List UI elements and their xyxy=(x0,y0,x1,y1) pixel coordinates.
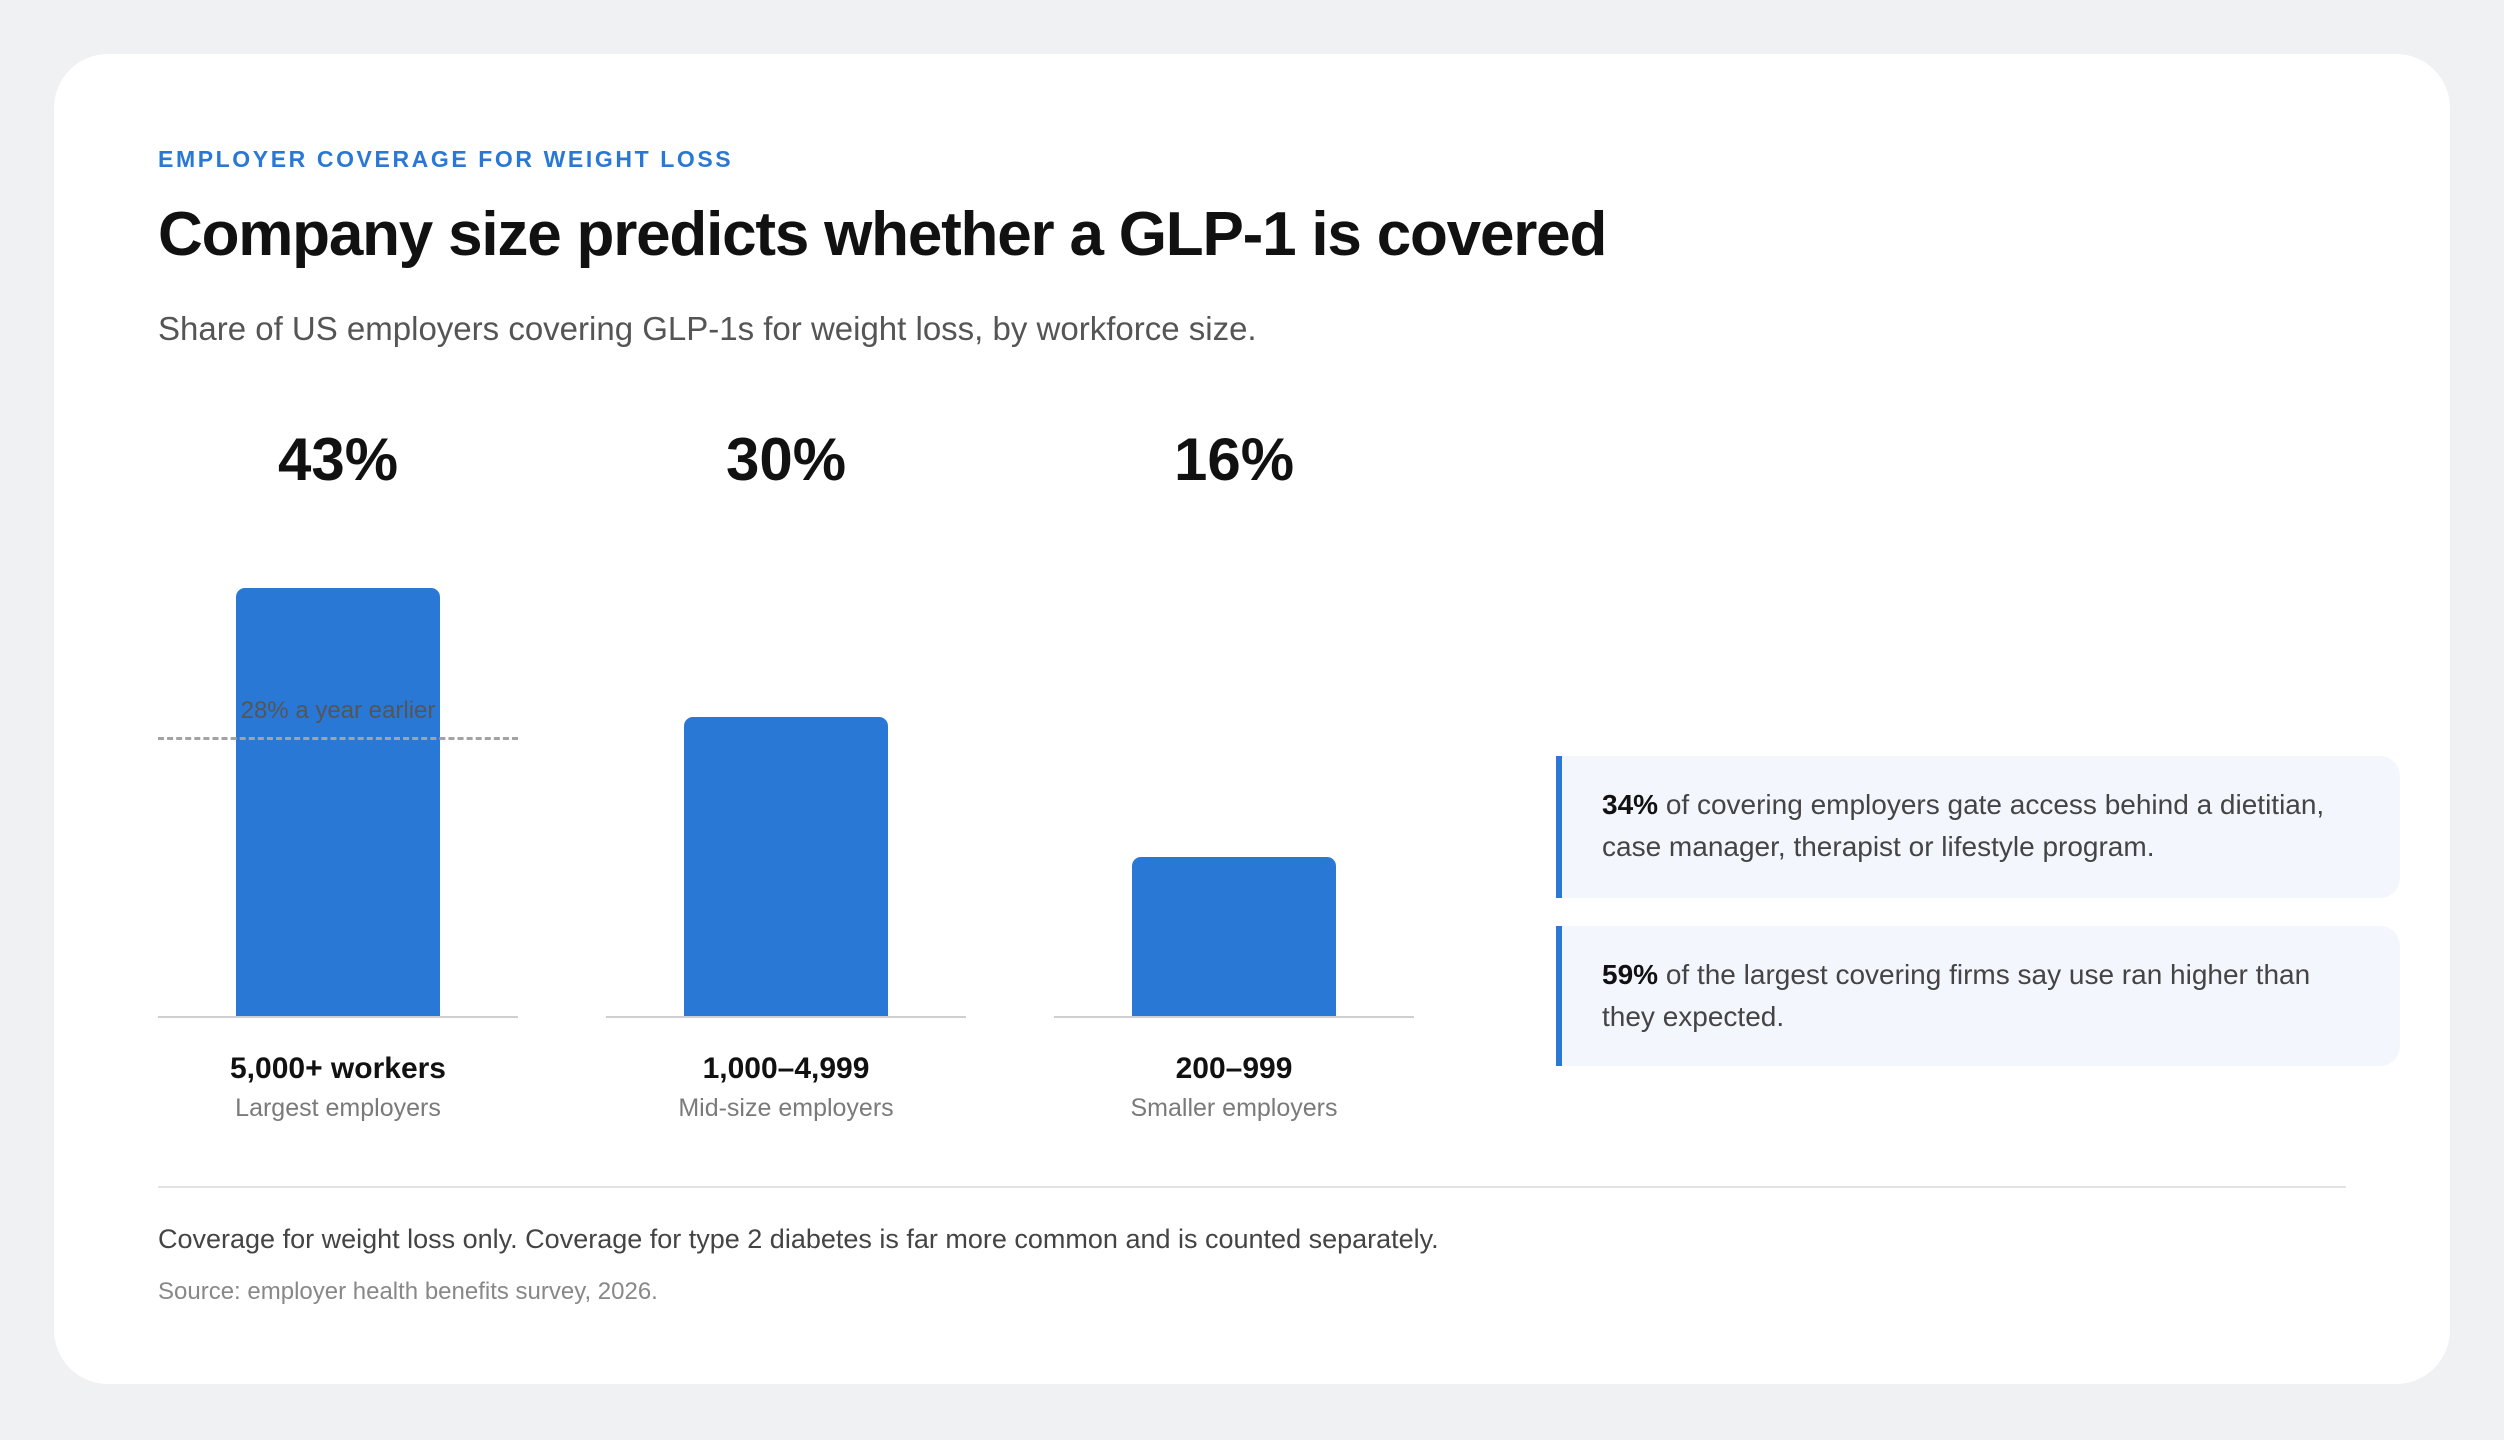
bar-baseline xyxy=(158,1016,518,1018)
callout-stat: 59% xyxy=(1602,959,1659,990)
category-label: 1,000–4,999 xyxy=(702,1052,870,1085)
category-sublabel: Largest employers xyxy=(235,1094,441,1122)
reference-line xyxy=(158,737,518,741)
footer-divider xyxy=(158,1186,2346,1188)
category-label: 200–999 xyxy=(1175,1052,1293,1085)
chart-title: Company size predicts whether a GLP-1 is… xyxy=(158,200,1607,269)
reference-label: 28% a year earlier xyxy=(240,697,436,725)
callout-stat: 34% xyxy=(1602,789,1659,820)
bar-value-label: 30% xyxy=(725,426,847,493)
callout-gated-access: 34% of covering employers gate access be… xyxy=(1556,756,2400,898)
chart-card: EMPLOYER COVERAGE FOR WEIGHT LOSS Compan… xyxy=(54,54,2450,1384)
bar-value-label: 43% xyxy=(277,426,399,493)
callout-higher-use: 59% of the largest covering firms say us… xyxy=(1556,926,2400,1066)
category-label: 5,000+ workers xyxy=(230,1052,446,1085)
bar xyxy=(1132,856,1336,1016)
category-sublabel: Smaller employers xyxy=(1130,1094,1338,1122)
bar-baseline xyxy=(606,1016,966,1018)
eyebrow-label: EMPLOYER COVERAGE FOR WEIGHT LOSS xyxy=(158,146,734,172)
chart-subtitle: Share of US employers covering GLP-1s fo… xyxy=(158,310,1257,347)
bar xyxy=(236,588,440,1016)
callout-text: of covering employers gate access behind… xyxy=(1602,789,2325,862)
footnote: Coverage for weight loss only. Coverage … xyxy=(158,1224,1439,1254)
source-note: Source: employer health benefits survey,… xyxy=(158,1278,658,1305)
category-sublabel: Mid-size employers xyxy=(678,1094,894,1122)
bar-baseline xyxy=(1054,1016,1414,1018)
bar-value-label: 16% xyxy=(1173,426,1295,493)
callout-text: of the largest covering firms say use ra… xyxy=(1602,959,2311,1032)
bar xyxy=(684,717,888,1016)
